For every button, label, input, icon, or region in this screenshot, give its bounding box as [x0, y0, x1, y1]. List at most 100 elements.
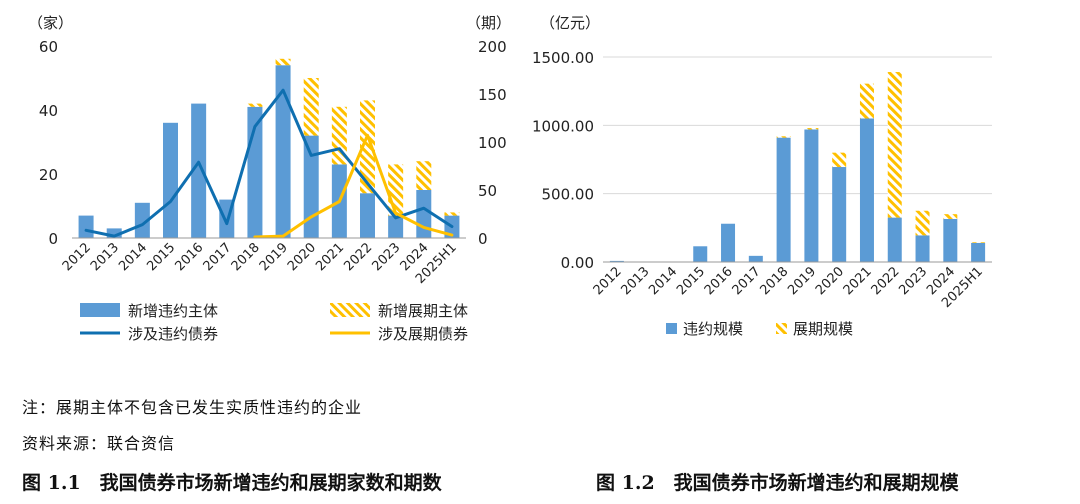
c2-bar-extension-2022 — [887, 72, 902, 218]
c1-right-tick-200: 200 — [478, 38, 507, 56]
caption-fig-1: 图 1.1 我国债券市场新增违约和展期家数和期数 — [22, 472, 442, 494]
c1-bar-extension-2025H1 — [444, 212, 460, 216]
c2-x-tick-2018: 2018 — [757, 264, 791, 298]
c1-legend-label-extension: 新增展期主体 — [378, 302, 468, 320]
source-text: 资料来源：联合资信 — [22, 434, 176, 453]
c1-x-tick-2019: 2019 — [257, 240, 291, 274]
c2-x-tick-2014: 2014 — [646, 264, 680, 298]
c1-right-tick-150: 150 — [478, 86, 507, 104]
c2-bar-extension-2025H1 — [971, 242, 986, 243]
c2-x-tick-2021: 2021 — [841, 264, 875, 298]
c2-unit: （亿元） — [540, 14, 600, 32]
c2-y-tick-1000.00: 1000.00 — [532, 117, 594, 135]
c1-x-tick-2014: 2014 — [116, 240, 150, 274]
c2-bar-extension-2024 — [943, 214, 958, 219]
c2-x-tick-2019: 2019 — [785, 264, 819, 298]
c2-x-tick-2015: 2015 — [674, 264, 708, 298]
c2-bar-default-2025H1 — [971, 242, 986, 262]
c1-bar-extension-2018 — [247, 103, 263, 107]
c1-bar-default-2020 — [303, 135, 319, 238]
c2-bar-extension-2019 — [804, 128, 819, 130]
c2-legend-label-default: 违约规模 — [683, 320, 743, 338]
c2-bar-extension-2018 — [776, 136, 791, 138]
c2-y-tick-500.00: 500.00 — [542, 186, 595, 204]
c1-left-unit: （家） — [28, 14, 73, 32]
c1-legend-swatch-default — [80, 303, 120, 317]
c1-bar-default-2016 — [191, 103, 207, 238]
c2-bar-default-2012 — [609, 260, 624, 262]
c2-x-tick-2016: 2016 — [702, 264, 736, 298]
c2-bar-default-2019 — [804, 129, 819, 262]
c1-left-tick-60: 60 — [39, 38, 58, 56]
c1-bar-default-2022 — [360, 193, 375, 238]
c1-x-tick-2018: 2018 — [229, 240, 263, 274]
c2-bar-extension-2021 — [859, 83, 874, 119]
c1-legend-swatch-extension — [330, 303, 370, 317]
c1-x-tick-2017: 2017 — [201, 240, 235, 274]
c1-lines — [84, 88, 454, 239]
c1-bar-default-2019 — [275, 65, 291, 238]
c1-bar-extension-2020 — [303, 78, 319, 136]
c2-bars — [609, 72, 986, 262]
c2-bar-default-2021 — [859, 118, 874, 262]
caption-fig-2: 图 1.2 我国债券市场新增违约和展期规模 — [596, 472, 959, 494]
c2-legend-swatch-extension — [776, 323, 787, 334]
c1-legend-label-default: 新增违约主体 — [128, 302, 218, 320]
c1-x-tick-2013: 2013 — [88, 240, 122, 274]
c1-legend-label-extension-bonds: 涉及展期债券 — [378, 325, 468, 343]
c2-y-tick-0.00: 0.00 — [561, 254, 594, 272]
c1-bar-extension-2022 — [360, 100, 375, 194]
c1-x-tick-2022: 2022 — [341, 240, 375, 274]
c1-bar-extension-2019 — [275, 58, 291, 66]
c1-left-tick-0: 0 — [48, 230, 58, 248]
c2-bar-default-2020 — [832, 167, 847, 262]
c2-y-tick-1500.00: 1500.00 — [532, 49, 594, 67]
c1-left-tick-20: 20 — [39, 166, 58, 184]
c2-grid — [603, 56, 992, 195]
c2-bar-extension-2023 — [915, 210, 930, 236]
c1-bar-default-2013 — [106, 228, 122, 238]
note-text: 注：展期主体不包含已发生实质性违约的企业 — [22, 398, 363, 417]
c2-x-ticks: 2012201320142015201620172018201920202021… — [591, 264, 986, 311]
c1-left-tick-40: 40 — [39, 102, 58, 120]
c2-legend-swatch-default — [666, 323, 677, 334]
c1-bar-extension-2023 — [388, 164, 404, 216]
c1-bars — [78, 58, 460, 238]
c2-bar-default-2024 — [943, 218, 958, 262]
c2-bar-extension-2020 — [832, 152, 847, 168]
c2-bar-default-2015 — [693, 246, 708, 262]
c1-x-tick-2021: 2021 — [313, 240, 347, 274]
c1-x-tick-2012: 2012 — [60, 240, 94, 274]
c1-right-unit: （期） — [466, 14, 511, 32]
c1-bar-default-2014 — [134, 202, 150, 238]
c2-x-tick-2012: 2012 — [591, 264, 625, 298]
c2-legend: 违约规模 展期规模 — [666, 320, 853, 338]
c1-right-ticks: 200 150 100 50 0 — [478, 38, 507, 248]
c1-bar-default-2023 — [388, 215, 404, 238]
c2-x-tick-2022: 2022 — [869, 264, 903, 298]
c2-bar-default-2023 — [915, 235, 930, 262]
c2-legend-label-extension: 展期规模 — [793, 320, 853, 338]
c1-right-tick-0: 0 — [478, 230, 488, 248]
c1-left-ticks: 60 40 20 0 — [39, 38, 58, 248]
c1-right-tick-50: 50 — [478, 182, 497, 200]
c1-bar-default-2012 — [78, 215, 94, 238]
c1-right-tick-100: 100 — [478, 134, 507, 152]
c2-x-tick-2023: 2023 — [896, 264, 930, 298]
c1-bar-extension-2024 — [416, 161, 432, 190]
c1-bar-default-2024 — [416, 190, 432, 238]
c1-x-tick-2023: 2023 — [369, 240, 403, 274]
chart-2: （亿元） 1500.00 1000.00 500.00 0.00 2012201320… — [532, 14, 992, 338]
c1-line-default-bonds — [84, 88, 454, 238]
c2-y-ticks: 1500.00 1000.00 500.00 0.00 — [532, 49, 594, 272]
c2-x-tick-2020: 2020 — [813, 264, 847, 298]
c2-bar-default-2017 — [748, 255, 763, 262]
c1-x-tick-2016: 2016 — [172, 240, 206, 274]
c1-x-tick-2015: 2015 — [144, 240, 178, 274]
c2-bar-default-2018 — [776, 137, 791, 262]
c1-x-tick-2020: 2020 — [285, 240, 319, 274]
c2-bar-default-2022 — [887, 217, 902, 262]
